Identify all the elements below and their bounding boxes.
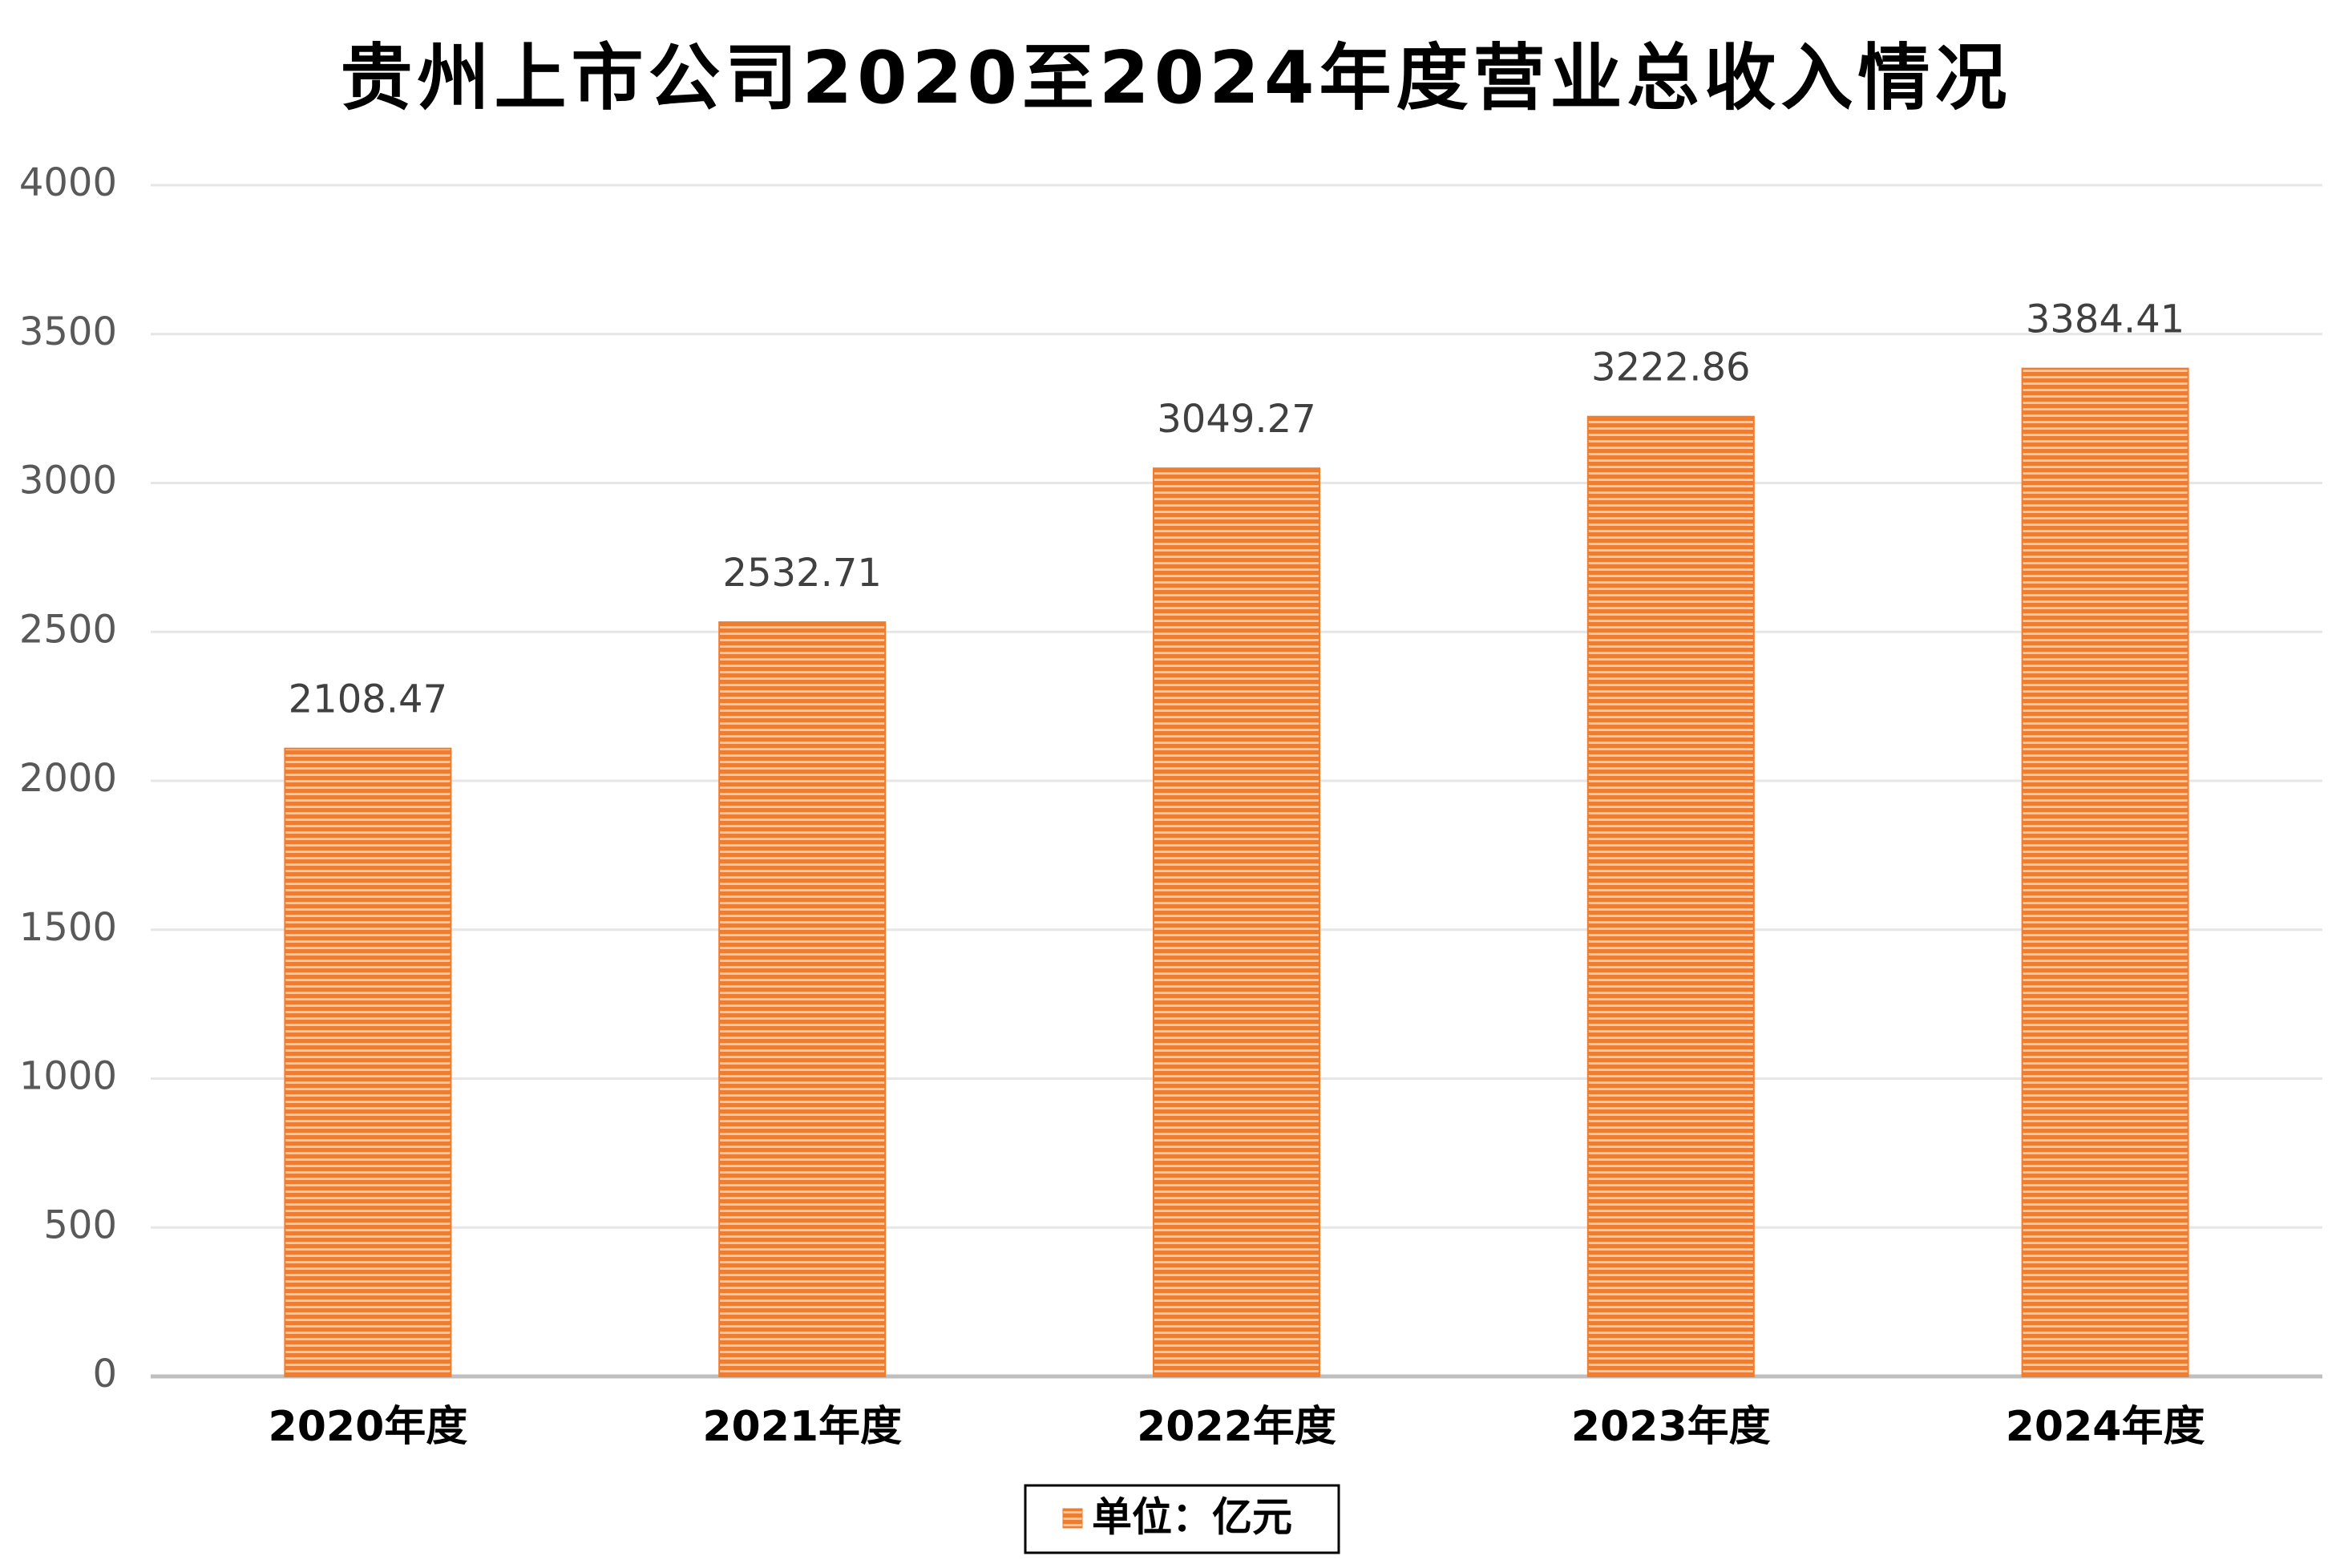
bar [2021, 367, 2189, 1378]
value-label: 2108.47 [289, 677, 448, 722]
y-tick-label: 0 [92, 1352, 117, 1396]
y-tick-label: 3500 [19, 309, 117, 354]
value-label: 2532.71 [722, 551, 882, 596]
y-tick-label: 500 [43, 1202, 117, 1247]
y-tick-label: 1000 [19, 1054, 117, 1099]
bar [1153, 467, 1320, 1377]
bar [718, 621, 887, 1377]
y-tick-label: 3000 [19, 459, 117, 503]
value-label: 3049.27 [1157, 397, 1316, 442]
bar [284, 747, 452, 1377]
x-tick-label: 2021年度 [702, 1403, 902, 1451]
y-tick-label: 1500 [19, 905, 117, 950]
x-tick-label: 2024年度 [2006, 1403, 2205, 1451]
legend-swatch [1062, 1508, 1083, 1529]
y-tick-label: 2500 [19, 607, 117, 652]
bar [1586, 415, 1755, 1377]
x-tick-label: 2022年度 [1137, 1403, 1336, 1451]
x-tick-label: 2023年度 [1571, 1403, 1771, 1451]
value-label: 3384.41 [2026, 297, 2185, 342]
y-tick-label: 4000 [19, 160, 117, 205]
legend-box [1024, 1484, 1340, 1554]
value-label: 3222.86 [1591, 346, 1751, 390]
chart-title: 贵州上市公司2020至2024年度营业总收入情况 [341, 36, 2012, 120]
x-tick-label: 2020年度 [269, 1403, 468, 1451]
legend-label: 单位：亿元 [1092, 1494, 1292, 1541]
y-tick-label: 2000 [19, 756, 117, 801]
